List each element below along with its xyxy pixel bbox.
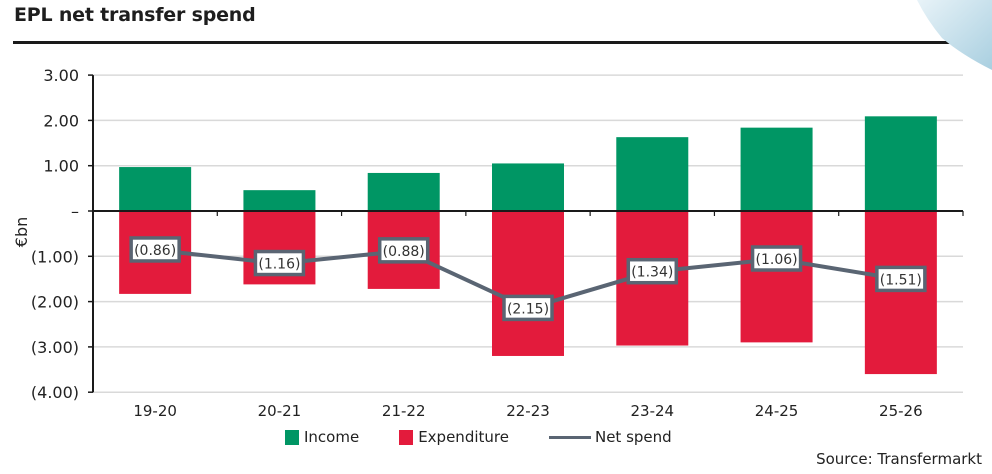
source-note: Source: Transfermarkt (816, 450, 982, 468)
x-tick-label: 21-22 (382, 402, 426, 420)
y-tick-label: (3.00) (31, 338, 79, 357)
income-bar (492, 163, 564, 211)
x-tick-label: 24-25 (755, 402, 799, 420)
y-tick-label: 3.00 (43, 66, 79, 85)
income-bar (367, 172, 440, 211)
net-spend-point: (0.86) (129, 236, 181, 263)
legend-item-net-spend: Net spend (548, 428, 672, 446)
bars (119, 116, 937, 375)
income-swatch (285, 429, 299, 445)
legend-item-expenditure: Expenditure (399, 428, 509, 446)
legend-label-expenditure: Expenditure (418, 428, 509, 446)
expenditure-bar (492, 211, 564, 356)
y-tick-labels: 3.00 2.00 1.00 – (1.00) (2.00) (3.00) (4.00) (31, 66, 79, 402)
y-tick-label: 2.00 (43, 111, 79, 130)
net-spend-swatch (548, 435, 591, 439)
x-tick-labels: 19-20 20-21 21-22 22-23 23-24 24-25 25-26 (133, 402, 922, 420)
net-spend-point: (1.06) (750, 245, 803, 272)
income-bar (864, 116, 937, 211)
income-bar (119, 167, 192, 211)
title-divider (13, 41, 953, 44)
data-label-box (377, 237, 430, 264)
data-label-box (750, 245, 803, 272)
income-bar (243, 190, 316, 211)
expenditure-bar (864, 211, 937, 375)
y-tick-label: – (71, 202, 79, 221)
corner-decoration (917, 0, 992, 70)
data-label: (1.06) (756, 252, 798, 268)
data-label-box (129, 236, 181, 263)
net-spend-point: (1.34) (626, 257, 679, 285)
data-label-box (626, 257, 679, 285)
net-spend-series: (0.86) (1.16) (0.88) (2.15) (1.34) (1.06) (1.5… (129, 236, 927, 322)
data-label: (1.51) (880, 272, 922, 288)
x-tick-label: 20-21 (258, 402, 302, 420)
data-label-box (875, 265, 927, 293)
data-label: (0.88) (383, 244, 425, 260)
y-tick-label: (4.00) (31, 383, 79, 402)
net-spend-point: (2.15) (502, 294, 554, 322)
legend-item-income: Income (285, 428, 359, 446)
data-label: (1.34) (631, 265, 673, 281)
y-axis-label: €bn (12, 217, 31, 247)
income-bar (740, 127, 813, 211)
net-spend-point: (0.88) (377, 237, 430, 264)
x-tick-label: 25-26 (879, 402, 923, 420)
expenditure-bar (740, 211, 813, 343)
data-label: (2.15) (507, 301, 549, 317)
income-bar (616, 137, 689, 211)
data-label: (0.86) (134, 243, 176, 259)
legend-label-net-spend: Net spend (594, 428, 672, 446)
y-tick-label: 1.00 (43, 157, 79, 176)
axes (88, 74, 964, 393)
legend: Income Expenditure Net spend (285, 428, 712, 446)
legend-label-income: Income (304, 428, 360, 446)
x-tick-label: 23-24 (630, 402, 674, 420)
y-tick-label: (2.00) (31, 293, 79, 312)
data-label-box (502, 294, 554, 322)
chart-title: EPL net transfer spend (14, 4, 256, 26)
net-spend-point: (1.16) (253, 249, 306, 277)
data-label: (1.16) (258, 257, 300, 273)
x-tick-label: 22-23 (506, 402, 550, 420)
x-tick-label: 19-20 (133, 402, 177, 420)
expenditure-swatch (399, 429, 414, 445)
y-tick-label: (1.00) (31, 247, 79, 266)
net-spend-point: (1.51) (875, 265, 927, 293)
data-label-box (253, 249, 306, 277)
